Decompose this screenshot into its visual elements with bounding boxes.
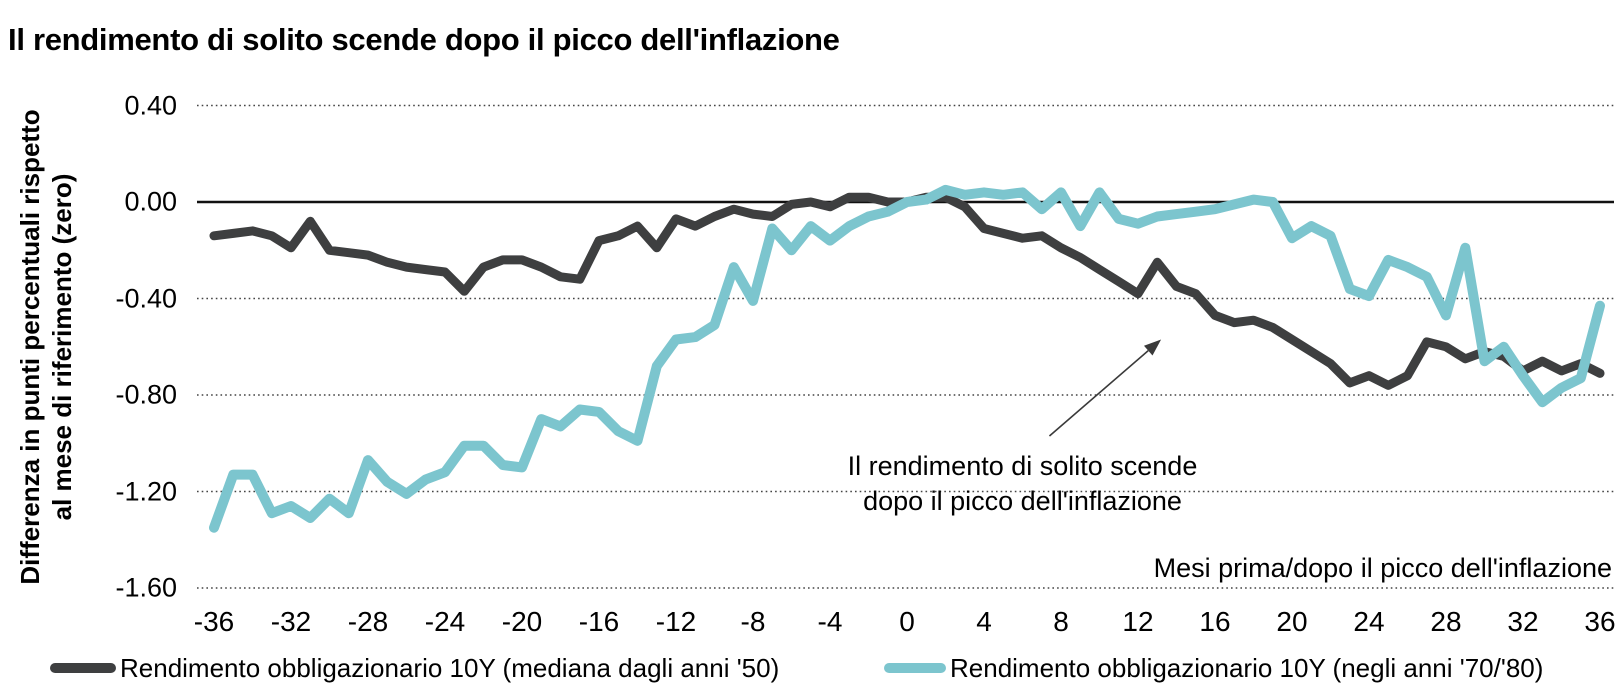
annotation-arrow-head <box>1143 339 1162 356</box>
x-tick-label--28: -28 <box>347 606 389 637</box>
annotation-line-2: dopo il picco dell'inflazione <box>863 486 1182 516</box>
x-tick-label--32: -32 <box>270 606 312 637</box>
legend-item-70s-80s: Rendimento obbligazionario 10Y (negli an… <box>884 652 1543 684</box>
x-tick-label-0: 0 <box>899 606 915 637</box>
x-tick-label-32: 32 <box>1507 606 1539 637</box>
x-tick-label--20: -20 <box>501 606 543 637</box>
annotation-arrow-line <box>1048 350 1149 437</box>
x-tick-label-12: 12 <box>1122 606 1154 637</box>
x-tick-label-28: 28 <box>1430 606 1462 637</box>
legend-item-median-50s: Rendimento obbligazionario 10Y (mediana … <box>50 652 779 684</box>
annotation-line-1: Il rendimento di solito scende <box>847 451 1198 481</box>
y-axis-title-line-1: Differenza in punti percentuali rispetto <box>15 109 45 585</box>
chart-annotation: Il rendimento di solito scende dopo il p… <box>815 449 1230 519</box>
legend-swatch-median-50s <box>50 663 116 673</box>
chart-title: Il rendimento di solito scende dopo il p… <box>8 22 840 57</box>
y-axis-title-line-2: al mese di riferimento (zero) <box>47 173 77 521</box>
x-tick-label-4: 4 <box>976 606 992 637</box>
x-tick-label--24: -24 <box>424 606 466 637</box>
x-tick-label--4: -4 <box>817 606 843 637</box>
y-tick-label--0.80: -0.80 <box>115 379 177 410</box>
legend-label-median-50s: Rendimento obbligazionario 10Y (mediana … <box>120 652 780 683</box>
x-tick-label-20: 20 <box>1276 606 1308 637</box>
legend-label-70s-80s: Rendimento obbligazionario 10Y (negli an… <box>950 652 1544 683</box>
x-axis-title: Mesi prima/dopo il picco dell'inflazione <box>1153 553 1612 583</box>
series-line-median-50s <box>209 192 1605 390</box>
y-tick-label--1.60: -1.60 <box>115 572 177 603</box>
legend-swatch-70s-80s <box>884 663 946 673</box>
x-tick-label-8: 8 <box>1053 606 1069 637</box>
x-tick-label-24: 24 <box>1353 606 1385 637</box>
y-tick-label-0.00: 0.00 <box>124 186 177 217</box>
x-tick-label--12: -12 <box>655 606 697 637</box>
x-tick-label--16: -16 <box>578 606 620 637</box>
y-tick-label--1.20: -1.20 <box>115 476 177 506</box>
y-tick-label--0.40: -0.40 <box>115 283 177 313</box>
x-tick-label-16: 16 <box>1199 606 1231 637</box>
x-tick-label--36: -36 <box>193 606 235 637</box>
y-tick-label-0.40: 0.40 <box>124 90 177 120</box>
x-tick-label--8: -8 <box>740 606 766 637</box>
series-line-70s-80s <box>209 184 1605 533</box>
x-tick-label-36: 36 <box>1584 606 1616 637</box>
